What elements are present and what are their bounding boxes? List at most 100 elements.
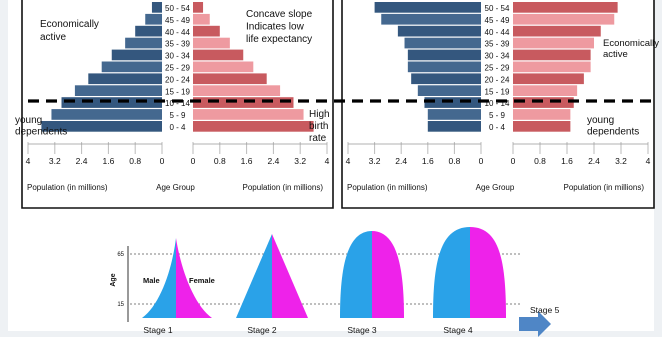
stage-label-4: Stage 4: [443, 325, 473, 335]
bar-male: [417, 85, 481, 96]
bar-male: [145, 13, 162, 25]
age-group-label: 5 - 9: [489, 111, 506, 120]
stage-label-1: Stage 1: [143, 325, 173, 335]
stage-4-shape-female: [470, 227, 506, 318]
annotation-concave-slope: life expectancy: [246, 34, 312, 45]
annotation-high-birth-rate: High: [309, 109, 330, 120]
bar-female: [513, 2, 618, 13]
annotation-economically-active: active: [603, 49, 628, 60]
bar-female: [193, 49, 244, 61]
bar-male: [411, 73, 481, 85]
bar-female: [513, 49, 591, 61]
bar-male: [101, 61, 162, 73]
bar-female: [513, 73, 584, 85]
annotation-high-birth-rate: birth: [309, 121, 328, 132]
bar-female: [513, 121, 571, 132]
x-tick-label: 0: [511, 156, 516, 166]
x-axis-title-left: Population (in millions): [347, 183, 428, 192]
age-group-label: 50 - 54: [165, 4, 190, 13]
stage-1-male-label: Male: [143, 276, 160, 285]
bar-male: [61, 97, 162, 108]
x-tick-label: 0.8: [214, 156, 226, 166]
age-group-label: 25 - 29: [485, 64, 510, 73]
bar-female: [193, 97, 294, 108]
x-tick-label: 0.8: [448, 156, 460, 166]
bar-male: [88, 73, 162, 85]
stage-2-shape-male: [236, 234, 272, 318]
annotation-economically-active: active: [40, 32, 67, 43]
bar-female: [193, 2, 204, 13]
bar-male: [51, 109, 163, 120]
stage-1-female-label: Female: [189, 276, 215, 285]
x-tick-label: 1.6: [102, 156, 114, 166]
age-group-label: 40 - 44: [485, 28, 510, 37]
bar-male: [407, 49, 481, 61]
bar-female: [193, 37, 230, 49]
age-group-label: 20 - 24: [485, 75, 510, 84]
age-group-label: 20 - 24: [165, 75, 190, 84]
annotation-economically-active: Economically: [603, 38, 659, 49]
bar-female: [193, 13, 210, 25]
stage-tick-65: 65: [117, 252, 124, 258]
stage-1-shape-female: [176, 238, 212, 318]
age-group-label: 30 - 34: [165, 52, 190, 61]
annotation-young-dependents: young: [587, 115, 614, 126]
stage-5-arrow: [519, 311, 551, 337]
bar-male: [397, 25, 481, 37]
bar-female: [513, 109, 571, 120]
bar-male: [135, 25, 162, 37]
x-axis-title-right: Population (in millions): [564, 183, 645, 192]
age-group-label: 0 - 4: [489, 123, 506, 132]
stage-label-2: Stage 2: [247, 325, 277, 335]
x-tick-label: 3.2: [615, 156, 627, 166]
age-group-label: 10 - 14: [485, 99, 510, 108]
bar-male: [427, 121, 481, 132]
bar-male: [74, 85, 162, 96]
bar-female: [193, 61, 254, 73]
stage-3-shape-female: [372, 231, 404, 318]
x-tick-label: 0: [191, 156, 196, 166]
age-group-label: 50 - 54: [485, 4, 510, 13]
stage-5-label: Stage 5: [530, 305, 560, 315]
annotation-young-dependents: young: [15, 115, 42, 126]
age-group-label: 35 - 39: [485, 40, 510, 49]
bar-female: [513, 61, 591, 73]
bar-female: [193, 25, 220, 37]
age-group-label: 0 - 4: [169, 123, 186, 132]
x-tick-label: 1.6: [561, 156, 573, 166]
bar-male: [381, 13, 481, 25]
x-tick-label: 1.6: [422, 156, 434, 166]
x-axis-title-right: Population (in millions): [243, 183, 324, 192]
bar-male: [41, 121, 162, 132]
bar-female: [193, 73, 267, 85]
annotation-young-dependents: dependents: [587, 127, 639, 138]
bar-male: [111, 49, 162, 61]
age-group-label: 30 - 34: [485, 52, 510, 61]
x-tick-label: 2.4: [76, 156, 88, 166]
annotation-young-dependents: dependents: [15, 127, 67, 138]
age-group-label: 15 - 19: [165, 87, 190, 96]
x-tick-label: 4: [346, 156, 351, 166]
x-tick-label: 4: [325, 156, 330, 166]
x-tick-label: 0: [160, 156, 165, 166]
stage-tick-15: 15: [117, 302, 124, 308]
x-tick-label: 1.6: [241, 156, 253, 166]
stage-3-shape-male: [340, 231, 372, 318]
bar-female: [513, 25, 601, 37]
x-tick-label: 2.4: [588, 156, 600, 166]
pyramid-panel-2: 0 - 4 5 - 9 10 - 14 15 - 19 20 - 24 25 - 29 30…: [341, 0, 655, 209]
x-axis-title-center: Age Group: [156, 183, 195, 192]
annotation-concave-slope: Concave slope: [246, 9, 313, 20]
bar-male: [404, 37, 481, 49]
age-group-label: 40 - 44: [165, 28, 190, 37]
x-tick-label: 4: [26, 156, 31, 166]
stage-2-shape-female: [272, 234, 308, 318]
age-group-label: 35 - 39: [165, 40, 190, 49]
bar-male: [125, 37, 162, 49]
bar-female: [193, 121, 314, 132]
x-tick-label: 4: [646, 156, 651, 166]
bar-female: [513, 13, 615, 25]
stage-y-axis-label: Age: [110, 273, 117, 286]
annotation-high-birth-rate: rate: [309, 133, 327, 144]
